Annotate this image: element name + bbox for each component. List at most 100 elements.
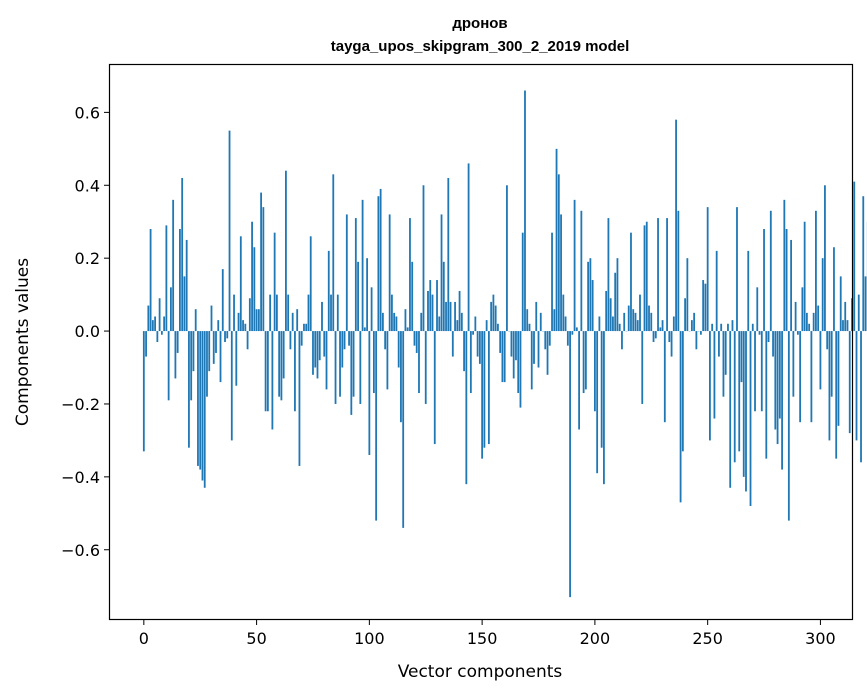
bar	[810, 331, 813, 423]
bar	[535, 301, 538, 332]
bar	[792, 331, 795, 397]
bar	[244, 323, 247, 332]
bar	[472, 331, 474, 335]
bar	[641, 331, 644, 404]
bar	[758, 331, 761, 335]
bar	[609, 298, 612, 332]
bar	[303, 323, 305, 332]
bar	[557, 174, 560, 332]
bar	[436, 280, 438, 332]
bar	[440, 214, 443, 332]
bar	[569, 331, 571, 598]
bar	[463, 331, 465, 372]
bar	[582, 331, 585, 394]
bar	[506, 185, 508, 332]
bar	[194, 309, 197, 332]
y-tick-label: 0.4	[75, 176, 100, 195]
bar	[805, 312, 808, 332]
bar	[366, 258, 368, 332]
bar	[451, 331, 454, 357]
bar	[298, 331, 301, 466]
bar	[411, 261, 414, 332]
bar	[273, 232, 276, 332]
bar	[519, 331, 522, 408]
bar	[652, 331, 655, 342]
bar	[830, 331, 833, 397]
bar	[578, 331, 580, 430]
bar	[844, 301, 847, 332]
bar	[521, 232, 524, 332]
bar	[246, 331, 249, 350]
bar	[774, 331, 777, 430]
bar	[503, 331, 506, 383]
bar	[424, 331, 427, 404]
x-tick-label: 150	[467, 629, 498, 648]
bar	[497, 323, 499, 332]
bar	[645, 221, 648, 332]
bar	[650, 312, 653, 332]
bar	[824, 185, 826, 332]
bar	[363, 327, 366, 332]
bar	[397, 331, 400, 368]
bar	[605, 290, 608, 332]
bar	[476, 331, 479, 357]
bar	[715, 250, 718, 332]
bar	[278, 331, 281, 397]
bar	[492, 294, 495, 332]
bar	[332, 174, 335, 332]
bar	[756, 287, 759, 332]
bar	[562, 294, 565, 332]
bar	[169, 287, 172, 332]
bar	[237, 312, 240, 332]
bar	[706, 207, 709, 332]
bar	[158, 298, 161, 332]
bar	[745, 331, 747, 492]
bar	[415, 331, 418, 353]
bar	[357, 261, 359, 332]
bar	[192, 331, 195, 372]
bar	[325, 331, 328, 390]
bar	[864, 276, 867, 332]
bar	[695, 331, 698, 350]
bar	[794, 301, 797, 332]
bar	[221, 269, 224, 332]
bar	[621, 331, 623, 350]
bar	[589, 258, 592, 332]
bar	[612, 316, 614, 332]
bar	[566, 331, 569, 346]
bar	[235, 331, 238, 386]
bar	[343, 331, 346, 350]
bar	[729, 331, 732, 488]
bar	[176, 331, 179, 353]
bar	[600, 331, 603, 448]
bar	[465, 331, 468, 485]
bar	[778, 331, 781, 419]
bar	[853, 181, 856, 332]
bar	[765, 331, 768, 459]
bar	[672, 316, 675, 332]
x-tick-label: 200	[580, 629, 611, 648]
bar	[478, 331, 481, 364]
bar	[409, 218, 411, 332]
bar	[142, 331, 145, 452]
bar	[330, 294, 332, 332]
bar	[296, 309, 299, 332]
bar	[720, 323, 723, 332]
bar	[253, 247, 256, 332]
bar	[314, 331, 317, 368]
bar	[233, 294, 235, 332]
bar	[287, 294, 290, 332]
bar	[857, 294, 860, 332]
bar	[174, 331, 177, 379]
bar	[630, 232, 632, 332]
bar	[803, 221, 806, 332]
bar	[483, 331, 486, 448]
bar	[679, 331, 682, 503]
bar	[266, 331, 269, 412]
bar	[760, 331, 763, 412]
bar	[289, 331, 292, 350]
bar	[433, 331, 436, 445]
bar	[467, 163, 470, 332]
bar	[711, 323, 714, 332]
